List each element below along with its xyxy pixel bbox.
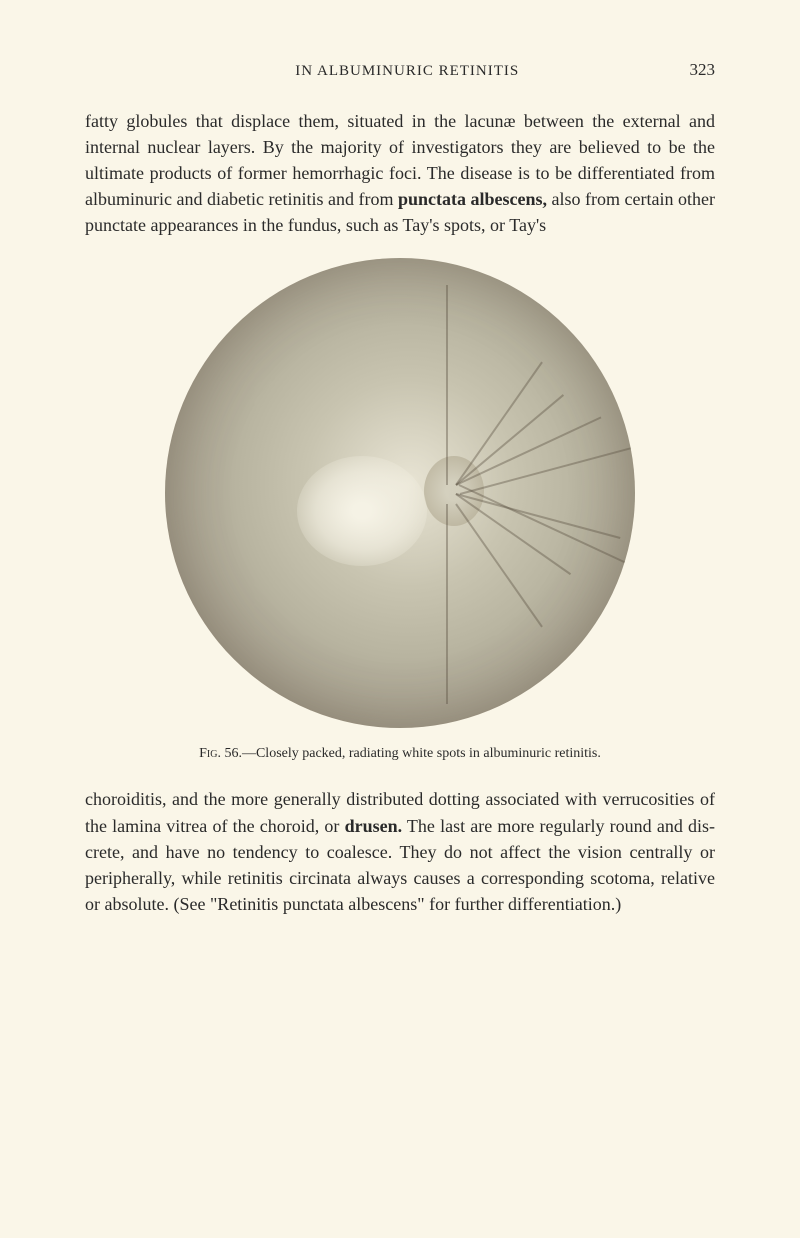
- blood-vessel: [456, 503, 544, 627]
- figure-56: Fig. 56.—Closely packed, radiating white…: [85, 258, 715, 762]
- figure-label: Fig.: [199, 746, 221, 761]
- blood-vessel: [456, 494, 572, 576]
- blood-vessel: [456, 494, 621, 540]
- para1-bold1: punctata albescens,: [398, 189, 547, 209]
- blood-vessel: [459, 439, 635, 495]
- paragraph-1: fatty globules that displace them, situa…: [85, 108, 715, 238]
- figure-caption-text: —Closely packed, radiating white spots i…: [242, 746, 601, 761]
- white-spots-region: [297, 456, 427, 566]
- figure-number: 56.: [224, 746, 242, 761]
- retinitis-fundus-image: [165, 258, 635, 728]
- blood-vessel: [446, 504, 448, 704]
- para2-bold1: drusen.: [345, 816, 403, 836]
- blood-vessel: [456, 362, 544, 486]
- running-title: IN ALBUMINURIC RETINITIS: [125, 63, 690, 80]
- page-number: 323: [690, 60, 716, 80]
- figure-caption: Fig. 56.—Closely packed, radiating white…: [85, 746, 715, 762]
- blood-vessel: [446, 285, 448, 485]
- paragraph-2: choroiditis, and the more generally dist…: [85, 786, 715, 916]
- page-header: IN ALBUMINURIC RETINITIS 323: [85, 60, 715, 80]
